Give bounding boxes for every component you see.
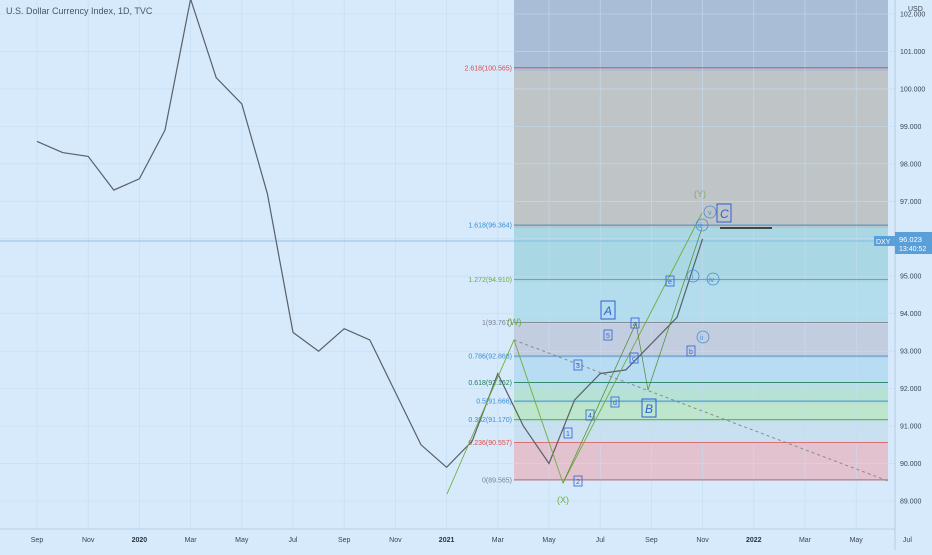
fib-label: 0.382(91.170) xyxy=(468,417,512,424)
chart-title: U.S. Dollar Currency Index, 1D, TVC xyxy=(6,6,153,16)
x-tick-label: Jul xyxy=(903,537,912,544)
y-tick-label: 92.000 xyxy=(900,386,922,393)
time-axis-ticks: Sep Nov 2020 Mar May Jul Sep Nov 2021 Mar May Jul Se… xyxy=(31,537,913,544)
wave-circle-i xyxy=(686,269,700,283)
wave-label-4: 4 xyxy=(588,413,592,420)
wave-label-2: 2 xyxy=(576,479,580,486)
x-tick-label: May xyxy=(542,537,556,544)
fib-label: 2.618(100.565) xyxy=(465,65,512,72)
wave-circle-iii xyxy=(695,218,709,232)
x-tick-label: Nov xyxy=(389,537,402,544)
fib-band-1 xyxy=(514,324,888,358)
y-tick-label: 95.000 xyxy=(900,274,922,281)
wave-label-e: e xyxy=(668,279,672,286)
x-tick-label: 2020 xyxy=(132,537,148,544)
x-tick-label: Nov xyxy=(696,537,709,544)
wave-label-5: 5 xyxy=(606,333,610,340)
wave-circle-v xyxy=(703,205,717,219)
wave-label-iv: iv xyxy=(709,277,715,284)
x-tick-label: Nov xyxy=(82,537,95,544)
wave-label-v: v xyxy=(708,210,712,217)
fib-band-0236 xyxy=(514,444,888,481)
fib-label: 0.5(91.666) xyxy=(476,399,512,406)
x-tick-label: Sep xyxy=(338,537,351,544)
y-tick-label: 98.000 xyxy=(900,161,922,168)
fib-label: 1(93.767) xyxy=(482,320,512,327)
fib-band-0786 xyxy=(514,358,888,385)
currency-label: USD xyxy=(908,6,923,13)
fib-label: 0.786(92.868) xyxy=(468,354,512,361)
price-tag-countdown: 13:40:52 xyxy=(899,246,926,253)
y-tick-label: 90.000 xyxy=(900,461,922,468)
x-tick-label: Mar xyxy=(185,537,198,544)
fib-band-top xyxy=(514,0,888,71)
fib-level-labels: 0(89.565) 0.236(90.557) 0.382(91.170) 0.5(9… xyxy=(465,65,512,484)
y-tick-label: 102.000 xyxy=(900,12,925,19)
wave-label-d: d xyxy=(613,400,617,407)
y-tick-label: 99.000 xyxy=(900,124,922,131)
x-tick-label: Jul xyxy=(596,537,605,544)
fib-level-lines xyxy=(514,67,888,481)
price-tag-symbol: DXY xyxy=(876,239,891,246)
x-tick-label: Jul xyxy=(289,537,298,544)
x-tick-label: Sep xyxy=(645,537,658,544)
wave-label-B: B xyxy=(645,402,653,416)
fib-band-0618 xyxy=(514,385,888,404)
x-tick-label: 2022 xyxy=(746,537,762,544)
horizontal-grid xyxy=(0,13,895,502)
x-tick-label: Mar xyxy=(492,537,505,544)
y-tick-label: 93.000 xyxy=(900,349,922,356)
y-tick-label: 89.000 xyxy=(900,499,922,506)
wave-label-C: C xyxy=(720,207,729,221)
last-price-tag: DXY 96.023 13:40:52 xyxy=(874,232,932,254)
wave-label-Y: (Y) xyxy=(694,189,706,199)
wave-circle-iv xyxy=(706,272,720,286)
wave-box-A xyxy=(600,300,616,320)
fib-label: 0(89.565) xyxy=(482,477,512,484)
fib-band-2618 xyxy=(514,71,888,228)
wave-lines xyxy=(446,212,889,495)
wave-label-1: 1 xyxy=(566,431,570,438)
wave-label-W: (W) xyxy=(507,317,522,327)
fib-band-05 xyxy=(514,404,888,422)
fib-label: 1.272(94.910) xyxy=(468,277,512,284)
wave-label-c: c xyxy=(632,356,636,363)
wave-label-i: i xyxy=(692,274,694,281)
x-tick-label: May xyxy=(235,537,249,544)
wave-label-ii: ii xyxy=(700,335,704,342)
x-tick-label: Mar xyxy=(799,537,812,544)
y-tick-label: 100.000 xyxy=(900,86,925,93)
y-tick-label: 94.000 xyxy=(900,311,922,318)
wave-label-b: b xyxy=(689,349,693,356)
wave-label-a: a xyxy=(633,321,637,328)
wave-label-iii: iii xyxy=(698,223,703,230)
fibonacci-extension-zone xyxy=(514,0,888,481)
wave-box-B xyxy=(641,398,657,418)
fib-label: 0.236(90.557) xyxy=(468,440,512,447)
vertical-grid xyxy=(36,0,908,529)
fib-label: 0.618(92.162) xyxy=(468,380,512,387)
fib-band-0382 xyxy=(514,422,888,444)
y-tick-label: 91.000 xyxy=(900,424,922,431)
wave-label-A: A xyxy=(603,304,612,318)
wave-circle-ii xyxy=(696,330,710,344)
price-tag-value: 96.023 xyxy=(899,235,922,244)
wave-label-X: (X) xyxy=(557,495,569,505)
wave-label-3: 3 xyxy=(576,363,580,370)
y-tick-label: 101.000 xyxy=(900,49,925,56)
x-tick-label: Sep xyxy=(31,537,44,544)
fib-label: 1.618(96.364) xyxy=(468,223,512,230)
price-series-line xyxy=(36,0,704,469)
y-tick-label: 97.000 xyxy=(900,199,922,206)
fib-band-1618 xyxy=(514,228,888,282)
fib-band-1272 xyxy=(514,282,888,324)
x-tick-label: 2021 xyxy=(439,537,455,544)
x-tick-label: May xyxy=(850,537,864,544)
wave-labels: (W) (X) (Y) A B C 1 2 3 4 5 a xyxy=(507,189,732,505)
wave-box-C xyxy=(716,203,732,223)
price-axis[interactable] xyxy=(895,0,932,550)
